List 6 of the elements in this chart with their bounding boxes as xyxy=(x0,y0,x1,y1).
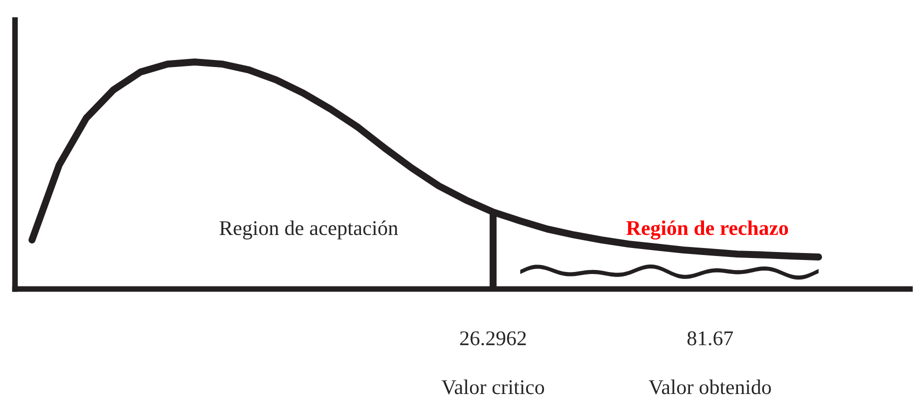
x-tick-label: 81.67 xyxy=(687,331,733,346)
annotation: Region de aceptación xyxy=(220,220,398,240)
annotation: Región de rechazo xyxy=(626,220,788,240)
text: Valor critico xyxy=(442,380,544,394)
text: Valor obtenido xyxy=(648,380,771,394)
x-tick-label: 26.2962 xyxy=(460,331,526,346)
